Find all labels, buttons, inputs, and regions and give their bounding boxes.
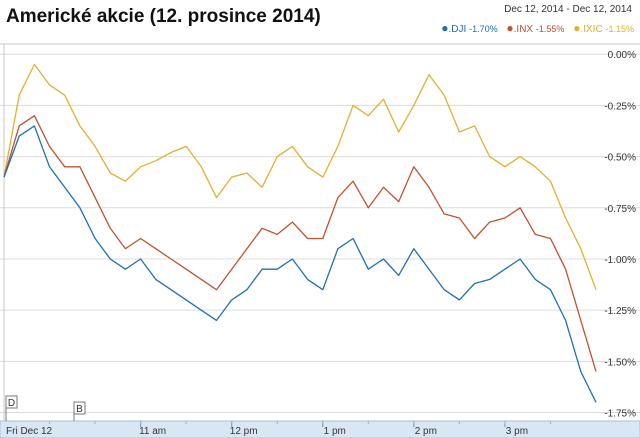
y-tick-label: -0.50% — [604, 153, 636, 164]
y-tick-label: -0.75% — [604, 204, 636, 215]
x-tick-label: 12 pm — [230, 426, 258, 437]
date-range: Dec 12, 2014 - Dec 12, 2014 — [504, 4, 632, 15]
x-axis-band — [0, 420, 640, 438]
legend-name: .IXIC — [580, 24, 603, 35]
y-tick-label: -1.00% — [604, 255, 636, 266]
x-tick-label: 1 pm — [324, 426, 346, 437]
gridlines — [0, 43, 640, 433]
x-axis: Fri Dec 12 11 am 12 pm 1 pm 2 pm 3 pm — [0, 420, 640, 438]
legend-change: -1.55% — [535, 24, 565, 34]
legend-change: -1.70% — [469, 24, 498, 34]
event-marker-label: B — [76, 404, 83, 415]
event-markers: DB — [5, 395, 86, 421]
legend-item-ixic[interactable]: ●.IXIC -1.15% — [573, 21, 634, 35]
event-marker-b[interactable]: B — [73, 401, 86, 421]
x-tick-label: 3 pm — [506, 426, 528, 437]
y-tick-label: -1.25% — [604, 306, 636, 317]
x-tick-label: Fri Dec 12 — [6, 426, 53, 437]
legend-item-dji[interactable]: ●.DJI -1.70% — [441, 21, 498, 35]
series-line-inx — [3, 115, 597, 372]
chart-title: Americké akcie (12. prosince 2014) — [6, 6, 321, 27]
legend-dot-icon: ● — [573, 21, 581, 35]
event-marker-d[interactable]: D — [5, 395, 18, 421]
x-tick-label: 11 am — [139, 426, 166, 437]
legend: ●.DJI -1.70% ●.INX -1.55% ●.IXIC -1.15% — [435, 21, 634, 35]
legend-name: .INX — [513, 24, 534, 35]
legend-name: .DJI — [448, 24, 467, 35]
legend-dot-icon: ● — [506, 21, 514, 35]
legend-dot-icon: ● — [441, 21, 449, 35]
y-tick-label: 0.00% — [608, 50, 636, 61]
y-tick-label: -1.75% — [604, 409, 636, 420]
event-marker-label: D — [8, 398, 15, 409]
legend-item-inx[interactable]: ●.INX -1.55% — [506, 21, 565, 35]
x-tick-label: 2 pm — [415, 426, 437, 437]
series-lines — [3, 63, 597, 403]
series-line-ixic — [3, 63, 597, 290]
y-axis-labels: 0.00% -0.25% -0.50% -0.75% -1.00% -1.25% -1.50… — [604, 50, 636, 419]
y-tick-label: -1.50% — [604, 357, 636, 368]
legend-change: -1.15% — [605, 24, 634, 34]
series-line-dji — [3, 125, 597, 403]
y-tick-label: -0.25% — [604, 101, 636, 112]
